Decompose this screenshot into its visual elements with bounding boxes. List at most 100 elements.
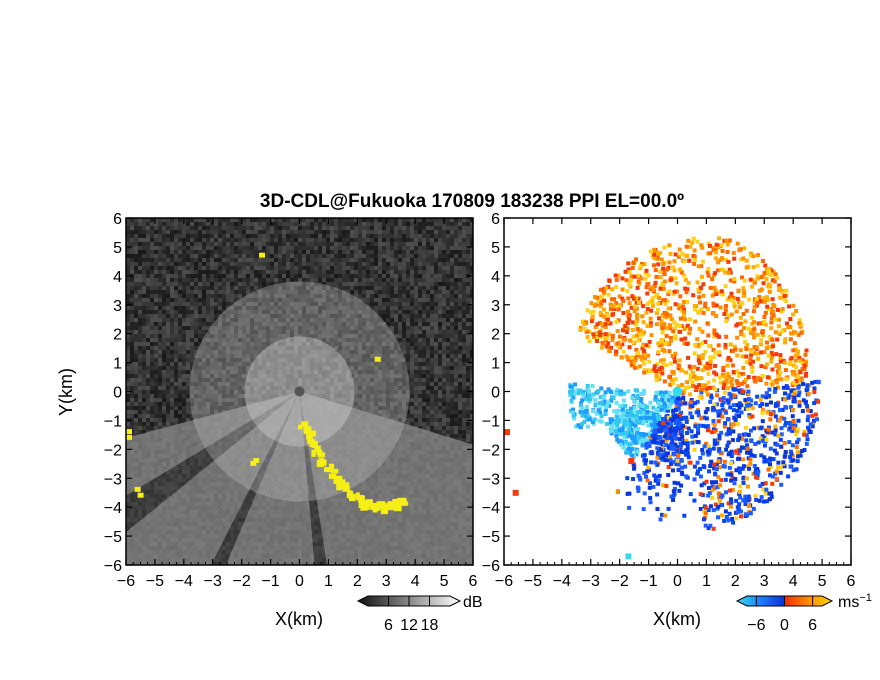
noise-cell bbox=[346, 242, 350, 246]
noise-cell bbox=[330, 262, 334, 266]
noise-cell bbox=[258, 306, 262, 310]
noise-cell bbox=[318, 274, 322, 278]
noise-cell bbox=[450, 406, 454, 410]
noise-cell bbox=[278, 310, 282, 314]
noise-cell bbox=[370, 266, 374, 270]
noise-cell bbox=[202, 298, 206, 302]
noise-cell bbox=[462, 394, 466, 398]
noise-cell bbox=[318, 218, 322, 222]
noise-cell bbox=[166, 234, 170, 238]
noise-cell bbox=[210, 338, 214, 342]
noise-cell bbox=[202, 262, 206, 266]
noise-cell bbox=[434, 410, 438, 414]
noise-cell bbox=[458, 394, 462, 398]
noise-cell bbox=[470, 358, 473, 362]
noise-cell bbox=[338, 390, 342, 394]
noise-cell bbox=[354, 242, 358, 246]
noise-cell bbox=[434, 290, 438, 294]
noise-cell bbox=[166, 218, 170, 222]
noise-cell bbox=[238, 234, 242, 238]
noise-cell bbox=[226, 382, 230, 386]
noise-cell bbox=[278, 390, 282, 394]
noise-cell bbox=[374, 242, 378, 246]
noise-cell bbox=[422, 418, 426, 422]
noise-cell bbox=[222, 246, 226, 250]
noise-cell bbox=[238, 350, 242, 354]
noise-cell bbox=[182, 402, 186, 406]
noise-cell bbox=[366, 374, 370, 378]
noise-cell bbox=[274, 394, 278, 398]
noise-cell bbox=[142, 234, 146, 238]
noise-cell bbox=[282, 234, 286, 238]
noise-cell bbox=[386, 354, 390, 358]
noise-cell bbox=[230, 366, 234, 370]
noise-cell bbox=[378, 306, 382, 310]
noise-cell bbox=[258, 394, 262, 398]
noise-cell bbox=[198, 346, 202, 350]
noise-cell bbox=[310, 306, 314, 310]
noise-cell bbox=[426, 414, 430, 418]
noise-cell bbox=[370, 286, 374, 290]
noise-cell bbox=[210, 398, 214, 402]
noise-cell bbox=[134, 394, 138, 398]
noise-cell bbox=[150, 318, 154, 322]
noise-cell bbox=[406, 334, 410, 338]
noise-cell bbox=[170, 290, 174, 294]
noise-cell bbox=[410, 402, 414, 406]
noise-cell bbox=[386, 402, 390, 406]
noise-cell bbox=[138, 430, 142, 434]
noise-cell bbox=[426, 234, 430, 238]
noise-cell bbox=[354, 310, 358, 314]
noise-cell bbox=[338, 358, 342, 362]
noise-cell bbox=[262, 374, 266, 378]
noise-cell bbox=[222, 230, 226, 234]
noise-cell bbox=[150, 326, 154, 330]
noise-cell bbox=[354, 238, 358, 242]
noise-cell bbox=[286, 378, 290, 382]
noise-cell bbox=[270, 326, 274, 330]
noise-cell bbox=[350, 390, 354, 394]
noise-cell bbox=[214, 282, 218, 286]
noise-cell bbox=[354, 278, 358, 282]
noise-cell bbox=[166, 414, 170, 418]
noise-cell bbox=[206, 230, 210, 234]
noise-cell bbox=[154, 330, 158, 334]
noise-cell bbox=[450, 330, 454, 334]
noise-cell bbox=[146, 382, 150, 386]
noise-cell bbox=[214, 258, 218, 262]
noise-cell bbox=[150, 386, 154, 390]
noise-cell bbox=[446, 270, 450, 274]
noise-cell bbox=[318, 270, 322, 274]
noise-cell bbox=[418, 382, 422, 386]
noise-cell bbox=[134, 366, 138, 370]
noise-cell bbox=[246, 222, 250, 226]
noise-cell bbox=[330, 350, 334, 354]
noise-cell bbox=[358, 302, 362, 306]
noise-cell bbox=[274, 382, 278, 386]
noise-cell bbox=[142, 410, 146, 414]
noise-cell bbox=[286, 322, 290, 326]
noise-cell bbox=[198, 378, 202, 382]
noise-cell bbox=[134, 426, 138, 430]
noise-cell bbox=[390, 402, 394, 406]
noise-cell bbox=[138, 410, 142, 414]
noise-cell bbox=[206, 226, 210, 230]
noise-cell bbox=[414, 402, 418, 406]
noise-cell bbox=[426, 386, 430, 390]
noise-cell bbox=[338, 270, 342, 274]
noise-cell bbox=[318, 282, 322, 286]
noise-cell bbox=[374, 238, 378, 242]
noise-cell bbox=[278, 238, 282, 242]
noise-cell bbox=[442, 350, 446, 354]
noise-cell bbox=[470, 382, 473, 386]
noise-cell bbox=[146, 234, 150, 238]
noise-cell bbox=[194, 282, 198, 286]
noise-cell bbox=[310, 326, 314, 330]
noise-cell bbox=[258, 326, 262, 330]
noise-cell bbox=[258, 338, 262, 342]
noise-cell bbox=[218, 406, 222, 410]
noise-cell bbox=[142, 306, 146, 310]
noise-cell bbox=[282, 286, 286, 290]
noise-cell bbox=[414, 238, 418, 242]
noise-cell bbox=[414, 310, 418, 314]
